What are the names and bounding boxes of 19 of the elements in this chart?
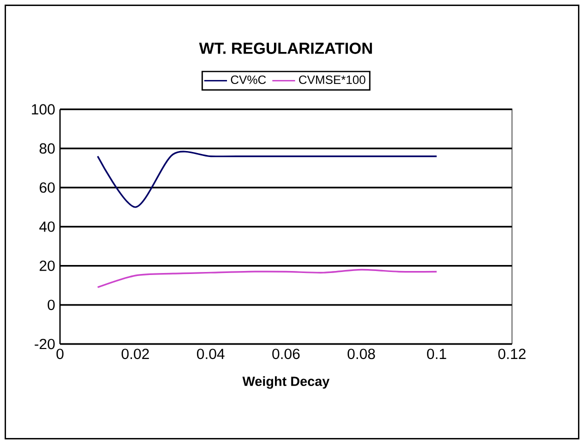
x-axis-title: Weight Decay: [242, 376, 330, 389]
x-tick-label: 0.06: [272, 348, 300, 360]
x-tick-label: 0.04: [196, 348, 224, 360]
legend-label: CVMSE*100: [299, 76, 366, 84]
y-tick-label: 0: [48, 300, 55, 310]
y-tick-label: -20: [34, 338, 55, 350]
chart-title: WT. REGULARIZATION: [199, 42, 372, 54]
x-tick-label: 0.02: [122, 348, 149, 360]
line-series: [96, 268, 438, 288]
x-tick-label: 0.1: [427, 348, 446, 360]
y-tick-label: 20: [40, 260, 55, 271]
y-tick-label: 80: [40, 143, 55, 154]
x-tick-label: 0: [56, 348, 64, 360]
y-tick-label: 40: [39, 221, 55, 232]
legend-label: CV%C: [230, 76, 266, 84]
y-tick-label: 60: [40, 182, 55, 193]
x-tick-label: 0.08: [348, 348, 375, 360]
y-tick-label: 100: [32, 104, 55, 115]
x-tick-label: 0.12: [498, 348, 526, 360]
